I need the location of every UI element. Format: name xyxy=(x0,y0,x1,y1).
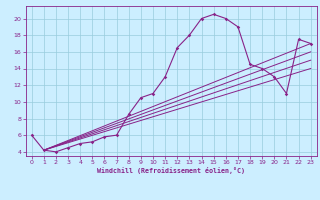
X-axis label: Windchill (Refroidissement éolien,°C): Windchill (Refroidissement éolien,°C) xyxy=(97,167,245,174)
